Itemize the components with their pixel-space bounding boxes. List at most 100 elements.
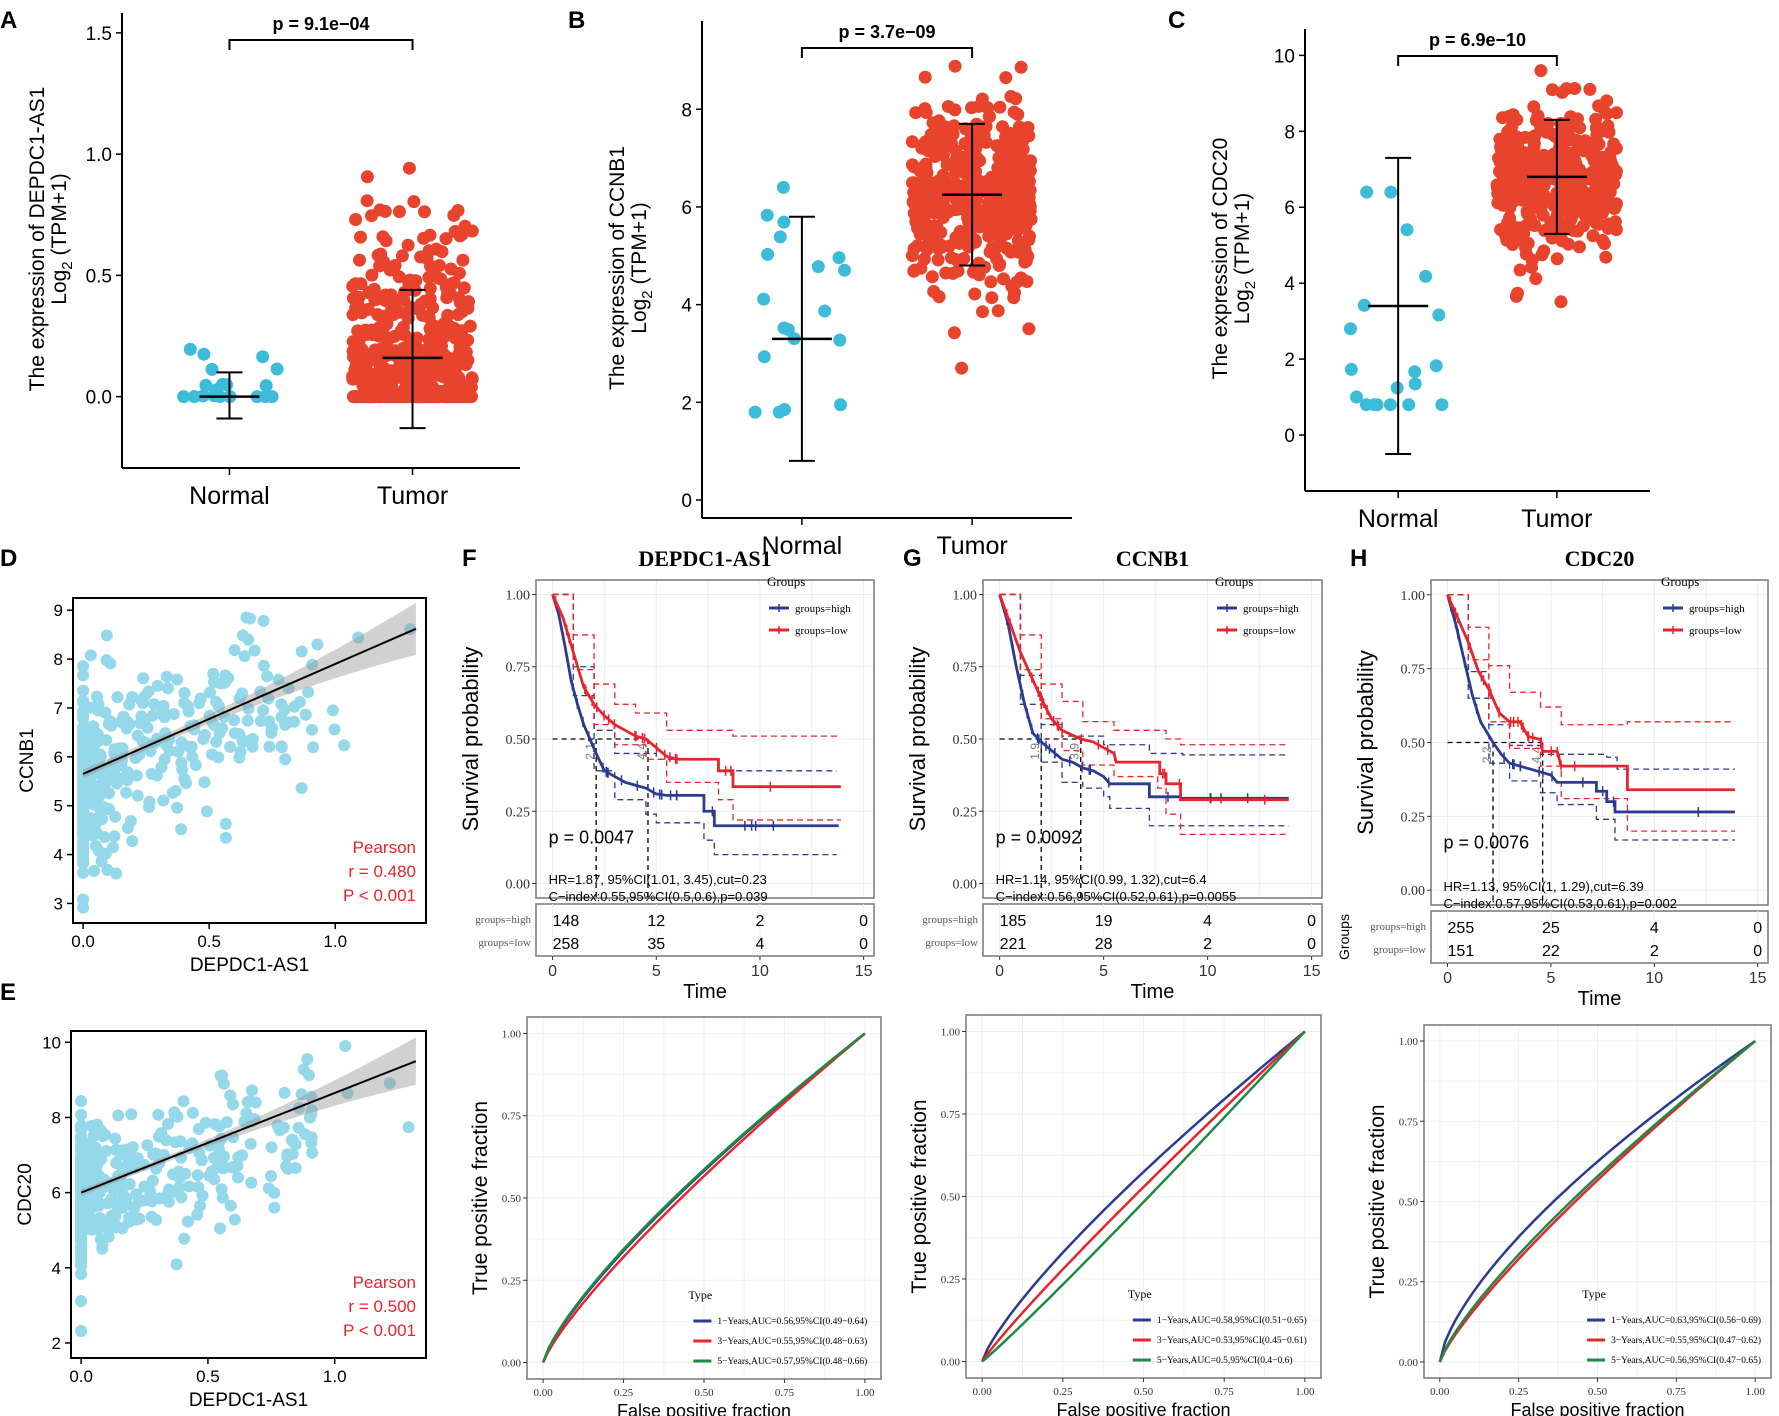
data-point — [75, 1267, 88, 1280]
pearson-annotation: Pearson — [353, 1273, 416, 1292]
km-ci-lower — [999, 593, 1289, 827]
x-tick-label: 0.5 — [196, 1367, 220, 1386]
data-point — [125, 1108, 138, 1121]
tumor-point — [380, 390, 393, 404]
x-tick-label: 0.25 — [1509, 1386, 1529, 1398]
tumor-point — [375, 311, 389, 325]
km-p-value: p = 0.0047 — [549, 827, 635, 847]
tumor-point — [1003, 205, 1017, 219]
x-axis-label: Time — [1578, 988, 1622, 1010]
y-tick-label: 4 — [1284, 274, 1295, 295]
legend-label: 5−Years,AUC=0.57,95%CI(0.48−0.66) — [717, 1356, 867, 1367]
tumor-point — [353, 253, 366, 267]
normal-point — [832, 251, 846, 265]
tumor-point — [921, 230, 935, 244]
data-point — [173, 1181, 185, 1194]
legend-label: 5−Years,AUC=0.56,95%CI(0.47−0.65) — [1611, 1355, 1761, 1366]
normal-point — [1357, 298, 1371, 312]
y-tick-label: 8 — [54, 650, 63, 669]
data-point — [108, 1208, 121, 1221]
tumor-point — [1572, 240, 1586, 254]
y-tick-label: 10 — [42, 1033, 61, 1052]
tumor-point — [1539, 125, 1553, 139]
data-point — [246, 740, 259, 753]
y-tick-label: 0.75 — [502, 1111, 522, 1123]
tumor-point — [453, 229, 467, 243]
y-tick-label: 0 — [681, 491, 692, 512]
normal-point — [1383, 398, 1397, 412]
normal-point — [1432, 308, 1446, 322]
legend-label: 3−Years,AUC=0.55,95%CI(0.47−0.62) — [1611, 1335, 1761, 1346]
log-text: Log — [628, 299, 651, 334]
tumor-point — [349, 213, 363, 226]
data-point — [75, 1108, 88, 1121]
x-tick-label: 5 — [1099, 963, 1108, 980]
tumor-point — [1531, 110, 1545, 124]
data-point — [216, 1191, 229, 1204]
normal-point — [187, 390, 201, 404]
tumor-point — [984, 275, 998, 289]
data-point — [224, 1199, 237, 1212]
normal-point — [757, 350, 771, 364]
km-title: DEPDC1-AS1 — [638, 546, 771, 571]
confidence-band — [83, 602, 416, 779]
tumor-point — [920, 166, 934, 180]
tumor-point — [916, 141, 930, 154]
data-point — [77, 745, 90, 758]
normal-point — [757, 292, 771, 306]
x-tick-label: 10 — [1199, 963, 1217, 980]
tumor-point — [953, 224, 967, 238]
x-axis-label: Time — [1131, 981, 1175, 1003]
tumor-point — [1009, 187, 1023, 201]
risk-count: 25 — [1542, 920, 1560, 937]
x-axis-label: Time — [683, 981, 727, 1003]
tumor-point — [1585, 186, 1599, 200]
y-axis-label: CCNB1 — [17, 728, 38, 792]
data-point — [175, 756, 188, 769]
tumor-point — [1568, 168, 1582, 182]
data-point — [92, 697, 105, 710]
data-point — [96, 813, 108, 826]
data-point — [231, 1171, 244, 1184]
data-point — [216, 1069, 229, 1082]
tumor-point — [997, 164, 1011, 178]
data-point — [105, 719, 118, 732]
tumor-point — [905, 249, 919, 263]
panel-a: 0.0 0.5 1.0 1.5 Normal Tumor The expression of… — [26, 13, 520, 510]
data-point — [268, 1201, 281, 1214]
tumor-point — [414, 297, 428, 311]
tumor-point — [360, 170, 374, 184]
panel-letter-d: D — [0, 545, 17, 572]
normal-point — [811, 260, 825, 274]
tumor-point — [423, 282, 437, 296]
data-point — [254, 715, 267, 727]
risk-count: 255 — [1448, 920, 1475, 937]
data-point — [352, 631, 365, 644]
data-point — [200, 805, 213, 818]
roc-curve-1y — [980, 1030, 1306, 1362]
data-point — [298, 1128, 311, 1141]
data-point — [121, 774, 134, 787]
data-point — [137, 697, 149, 710]
tumor-point — [1596, 234, 1610, 247]
data-point — [241, 714, 254, 727]
legend-label: 3−Years,AUC=0.53,95%CI(0.45−0.61) — [1157, 1335, 1307, 1346]
tumor-point — [918, 102, 932, 116]
data-point — [77, 823, 90, 836]
tumor-point — [1555, 216, 1569, 230]
data-point — [131, 789, 144, 802]
data-point — [181, 1215, 194, 1228]
data-point — [266, 722, 278, 735]
y-axis-label: The expression of DEPDC1-AS1 — [26, 87, 49, 392]
risk-table-frame — [982, 903, 1323, 957]
legend-label: groups=low — [1689, 625, 1742, 637]
tumor-point — [1599, 250, 1613, 264]
tumor-point — [1607, 137, 1621, 151]
km-curve-low — [1446, 594, 1735, 792]
data-point — [242, 702, 255, 715]
risk-count: 0 — [1307, 913, 1316, 930]
data-point — [226, 1098, 239, 1111]
y-tick-label: 0.25 — [506, 805, 531, 820]
tumor-point — [1022, 322, 1036, 336]
